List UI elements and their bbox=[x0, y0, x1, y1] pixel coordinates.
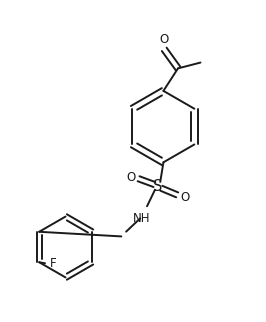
Text: O: O bbox=[160, 33, 169, 46]
Text: O: O bbox=[126, 171, 135, 184]
Text: NH: NH bbox=[132, 212, 150, 225]
Text: F: F bbox=[50, 257, 57, 270]
Text: O: O bbox=[180, 191, 189, 204]
Text: S: S bbox=[153, 179, 162, 194]
